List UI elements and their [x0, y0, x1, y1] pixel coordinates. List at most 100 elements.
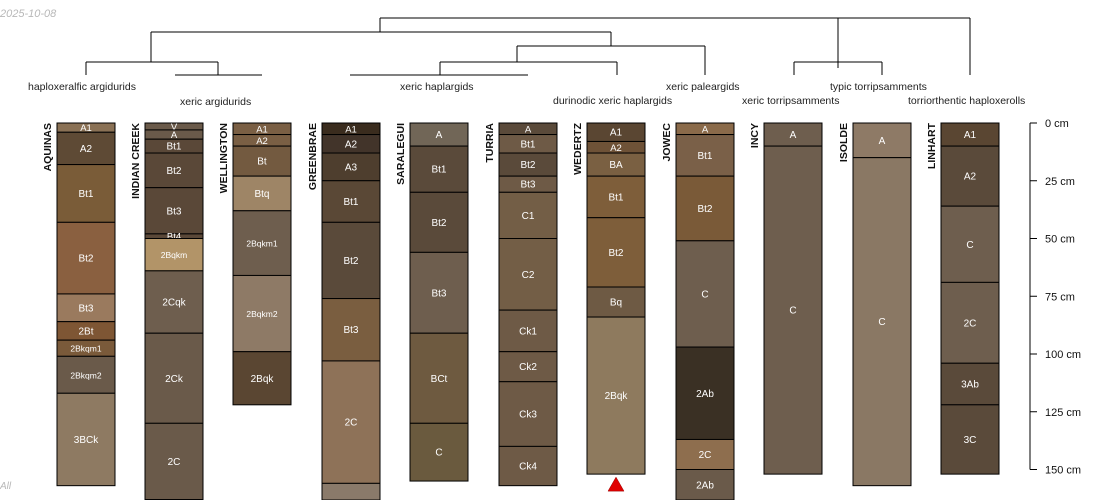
horizon-label-turria-1: Bt1 — [520, 139, 535, 150]
profile-name-incy: INCY — [749, 123, 761, 148]
horizon-label-incy-0: A — [790, 130, 797, 141]
horizon-turria-4 — [498, 191, 558, 240]
horizon-label-turria-3: Bt3 — [520, 180, 535, 191]
horizon-label-greenbrae-0: A1 — [345, 124, 357, 135]
horizon-label-wellington-6: 2Bqk — [251, 374, 275, 385]
horizon-aquinas-1 — [56, 131, 116, 166]
horizon-label-turria-0: A — [525, 124, 532, 135]
horizon-indian-creek-6 — [144, 238, 204, 272]
horizon-linhart-3 — [940, 281, 1000, 364]
horizon-label-linhart-3: 2C — [964, 318, 977, 329]
horizon-indian-creek-7 — [144, 270, 204, 334]
horizon-label-jowec-1: Bt1 — [697, 151, 712, 162]
horizon-label-aquinas-5: 2Bt — [78, 326, 93, 337]
horizon-wedertz-6 — [586, 316, 646, 475]
horizon-linhart-2 — [940, 205, 1000, 283]
depth-tick-label-150: 150 cm — [1045, 465, 1081, 477]
horizon-jowec-3 — [675, 240, 735, 348]
horizon-label-wellington-5: 2Bqkm2 — [246, 309, 277, 319]
horizon-label-indian-creek-8: 2Ck — [165, 374, 184, 385]
horizon-jowec-1 — [675, 134, 735, 177]
horizon-label-saralegui-1: Bt1 — [431, 165, 446, 176]
horizon-label-linhart-4: 3Ab — [961, 380, 979, 391]
horizon-label-turria-7: Ck2 — [519, 362, 537, 373]
horizon-greenbrae-5 — [321, 298, 381, 362]
horizon-aquinas-4 — [56, 293, 116, 323]
horizon-label-jowec-4: 2Ab — [696, 389, 714, 400]
horizon-label-greenbrae-6: 2C — [345, 418, 358, 429]
horizon-wellington-2 — [232, 145, 292, 177]
horizon-saralegui-4 — [409, 332, 469, 424]
depth-tick-label-75: 75 cm — [1045, 291, 1075, 303]
horizon-label-wedertz-0: A1 — [610, 128, 623, 139]
horizon-label-aquinas-8: 3BCk — [74, 435, 99, 446]
horizon-label-wedertz-6: 2Bqk — [605, 391, 629, 402]
horizon-label-wellington-2: Bt — [257, 157, 267, 168]
horizon-label-linhart-1: A2 — [964, 172, 977, 183]
profile-name-aquinas: AQUINAS — [42, 123, 54, 171]
cluster-label-xeric-haplargids: xeric haplargids — [400, 81, 474, 93]
horizon-jowec-5 — [675, 438, 735, 471]
horizon-label-indian-creek-6: 2Bqkm — [161, 250, 187, 260]
horizon-greenbrae-3 — [321, 180, 381, 223]
horizon-label-saralegui-5: C — [435, 448, 442, 459]
depth-tick-label-100: 100 cm — [1045, 349, 1081, 361]
horizon-label-indian-creek-0: V — [171, 122, 178, 133]
profile-name-linhart: LINHART — [926, 122, 938, 169]
horizon-label-wedertz-4: Bt2 — [608, 248, 623, 259]
horizon-label-aquinas-0: A1 — [80, 123, 92, 134]
horizon-label-isolde-1: C — [878, 317, 885, 328]
horizon-label-wellington-0: A1 — [256, 124, 268, 135]
horizon-incy-1 — [763, 145, 823, 475]
horizon-label-wedertz-2: BA — [609, 160, 623, 171]
horizon-indian-creek-3 — [144, 152, 204, 189]
horizon-indian-creek-8 — [144, 332, 204, 424]
horizon-label-linhart-5: 3C — [964, 435, 977, 446]
horizon-turria-8 — [498, 381, 558, 447]
horizon-greenbrae-6 — [321, 360, 381, 484]
horizon-label-jowec-2: Bt2 — [697, 204, 712, 215]
profile-name-wellington: WELLINGTON — [218, 123, 230, 193]
horizon-label-aquinas-3: Bt2 — [78, 254, 93, 265]
horizon-label-indian-creek-9: 2C — [168, 457, 181, 468]
horizon-indian-creek-4 — [144, 187, 204, 235]
horizon-jowec-2 — [675, 175, 735, 242]
horizon-jowec-4 — [675, 346, 735, 440]
horizon-label-saralegui-0: A — [436, 130, 443, 141]
horizon-saralegui-1 — [409, 145, 469, 193]
horizon-greenbrae-4 — [321, 221, 381, 300]
profile-name-turria: TURRIA — [484, 123, 496, 163]
horizon-label-linhart-2: C — [966, 240, 973, 251]
depth-tick-label-125: 125 cm — [1045, 407, 1081, 419]
horizon-label-saralegui-3: Bt3 — [431, 288, 446, 299]
horizon-label-greenbrae-2: A3 — [345, 162, 358, 173]
horizon-aquinas-8 — [56, 392, 116, 487]
horizon-wedertz-3 — [586, 175, 646, 219]
horizon-label-aquinas-2: Bt1 — [78, 189, 93, 200]
horizon-label-saralegui-4: BCt — [431, 374, 448, 385]
horizon-label-greenbrae-4: Bt2 — [343, 256, 358, 267]
cluster-label-haploxeralfic-argidurids: haploxeralfic argidurids — [28, 81, 136, 93]
horizon-label-wedertz-1: A2 — [610, 143, 622, 154]
horizon-aquinas-2 — [56, 164, 116, 223]
horizon-linhart-5 — [940, 404, 1000, 475]
horizon-wellington-5 — [232, 274, 292, 353]
horizon-label-greenbrae-1: A2 — [345, 139, 358, 150]
horizon-turria-5 — [498, 238, 558, 311]
horizon-turria-6 — [498, 309, 558, 353]
horizon-aquinas-3 — [56, 221, 116, 295]
horizon-label-isolde-0: A — [879, 136, 886, 147]
horizon-label-aquinas-4: Bt3 — [78, 303, 93, 314]
horizon-label-greenbrae-5: Bt3 — [343, 325, 358, 336]
horizon-label-jowec-6: 2Ab — [696, 480, 714, 491]
horizon-linhart-4 — [940, 362, 1000, 406]
horizon-label-indian-creek-4: Bt3 — [166, 206, 181, 217]
horizon-label-linhart-0: A1 — [964, 130, 977, 141]
horizon-label-indian-creek-1: A — [171, 130, 178, 141]
depth-tick-label-50: 50 cm — [1045, 234, 1075, 246]
horizon-turria-7 — [498, 351, 558, 383]
cluster-label-xeric-paleargids: xeric paleargids — [666, 81, 740, 93]
horizon-label-aquinas-6: 2Bkqm1 — [70, 344, 101, 354]
horizon-label-indian-creek-5: Bt4 — [167, 232, 181, 243]
horizon-jowec-6 — [675, 469, 735, 500]
